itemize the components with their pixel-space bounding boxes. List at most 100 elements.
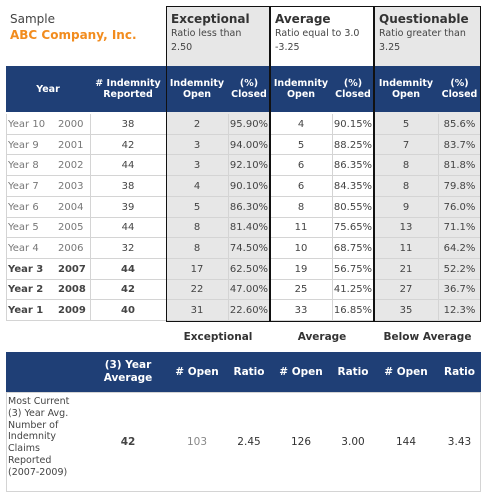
cell-e-closed: 47.00%: [229, 284, 269, 296]
cell-reported: 42: [121, 284, 135, 296]
row-year-label: Year 5: [8, 222, 39, 234]
cell-a-open: 6: [297, 180, 305, 192]
cell-e-open: 31: [190, 305, 204, 317]
row-year-label: Year 8: [8, 160, 39, 172]
cell-a-closed: 88.25%: [333, 139, 373, 151]
cell-a-closed: 41.25%: [333, 284, 373, 296]
summary-avg-open: 126: [290, 436, 312, 448]
row-year-label: Year 3: [8, 263, 44, 275]
summary-group-exceptional: Exceptional: [183, 330, 253, 343]
row-year-label: Year 2: [8, 284, 44, 296]
col-header-exc-open: Indemnity Open: [166, 66, 228, 112]
column-divider: [438, 114, 439, 321]
summary-below-ratio: 3.43: [447, 436, 472, 448]
header-line: Closed: [441, 89, 478, 100]
cell-q-open: 11: [399, 243, 413, 255]
cell-reported: 38: [121, 180, 135, 192]
cell-e-closed: 95.90%: [229, 118, 269, 130]
group-desc: 2.50: [171, 42, 193, 53]
header-line: Open: [182, 89, 212, 100]
row-divider: [6, 175, 481, 177]
row-divider: [6, 257, 481, 259]
cell-e-open: 5: [193, 201, 201, 213]
summary-description: Most Current (3) Year Avg. Number of Ind…: [8, 396, 90, 492]
company-name: ABC Company, Inc.: [10, 28, 137, 42]
summary-exc-ratio: 2.45: [237, 436, 261, 448]
cell-reported: 44: [121, 222, 135, 234]
col-header-avg-open: Indemnity Open: [270, 66, 332, 112]
desc-line: Number of: [8, 419, 59, 431]
summary-header-left: [6, 352, 90, 392]
cell-a-closed: 75.65%: [333, 222, 373, 234]
cell-a-open: 8: [297, 201, 305, 213]
cell-a-closed: 68.75%: [333, 243, 373, 255]
header-line: Indemnity: [273, 78, 329, 89]
col-header-exc-closed: (%) Closed: [228, 66, 270, 112]
cell-reported: 40: [121, 305, 135, 317]
row-divider: [6, 320, 481, 321]
title-block: Sample ABC Company, Inc.: [6, 6, 166, 64]
header-line: Closed: [231, 89, 267, 100]
group-exceptional-heading-text: Exceptional Ratio less than 2.50: [166, 6, 270, 64]
group-title: Questionable: [379, 12, 469, 26]
desc-line: Claims: [8, 443, 40, 455]
cell-q-closed: 85.6%: [443, 118, 476, 130]
header-line: Average: [103, 372, 153, 384]
row-year-label: Year 1: [8, 305, 44, 317]
header-line: (%): [450, 78, 469, 89]
cell-e-open: 17: [190, 263, 204, 275]
col-header-q-closed: (%) Closed: [438, 66, 481, 112]
group-desc: Ratio greater than: [379, 28, 466, 39]
cell-a-open: 5: [297, 139, 305, 151]
box-bottom: [166, 321, 481, 322]
sample-label: Sample: [10, 12, 55, 26]
summary-header-below-open: # Open: [384, 365, 428, 378]
summary-group-below-average: Below Average: [383, 330, 472, 343]
cell-q-closed: 76.0%: [443, 201, 476, 213]
cell-q-open: 13: [399, 222, 413, 234]
row-divider: [6, 299, 481, 301]
cell-a-closed: 86.35%: [333, 160, 373, 172]
summary-header-bar: [90, 352, 481, 392]
cell-a-open: 11: [294, 222, 308, 234]
cell-q-open: 35: [399, 305, 413, 317]
cell-a-closed: 16.85%: [333, 305, 373, 317]
cell-q-closed: 36.7%: [443, 284, 476, 296]
col-header-reported: # Indemnity Reported: [90, 66, 166, 112]
cell-q-open: 7: [402, 139, 410, 151]
cell-q-closed: 52.2%: [443, 263, 476, 275]
exceptional-column-bg: [166, 6, 270, 322]
row-year: 2004: [58, 201, 84, 213]
row-year: 2008: [58, 284, 86, 296]
col-header-avg-closed: (%) Closed: [332, 66, 374, 112]
cell-e-open: 4: [193, 180, 201, 192]
cell-e-closed: 86.30%: [229, 201, 269, 213]
cell-q-open: 5: [402, 118, 410, 130]
row-divider: [6, 216, 481, 218]
group-desc: Ratio equal to 3.0: [275, 28, 360, 39]
summary-group-average: Average: [297, 330, 347, 343]
header-line: Reported: [103, 89, 153, 100]
column-divider: [90, 114, 91, 321]
cell-reported: 38: [121, 118, 135, 130]
cell-q-closed: 64.2%: [443, 243, 476, 255]
summary-header-avg-open: # Open: [279, 365, 323, 378]
cell-a-open: 19: [294, 263, 308, 275]
group-average-heading: Average Ratio equal to 3.0 -3.25: [270, 6, 374, 64]
row-year: 2002: [58, 160, 84, 172]
cell-q-closed: 83.7%: [443, 139, 476, 151]
column-divider: [6, 114, 7, 321]
row-year-label: Year 4: [8, 243, 39, 255]
cell-q-open: 27: [399, 284, 413, 296]
cell-a-open: 10: [294, 243, 308, 255]
desc-line: (2007-2009): [8, 466, 68, 478]
cell-e-closed: 74.50%: [229, 243, 269, 255]
column-header-bar: [6, 66, 481, 112]
row-year: 2001: [58, 139, 84, 151]
group-questionable-heading-text: Questionable Ratio greater than 3.25: [374, 6, 481, 64]
box-avg-right: [373, 6, 375, 322]
summary-avg-ratio: 3.00: [341, 436, 365, 448]
row-year: 2006: [58, 243, 84, 255]
cell-reported: 44: [121, 160, 135, 172]
header-line: Open: [286, 89, 316, 100]
